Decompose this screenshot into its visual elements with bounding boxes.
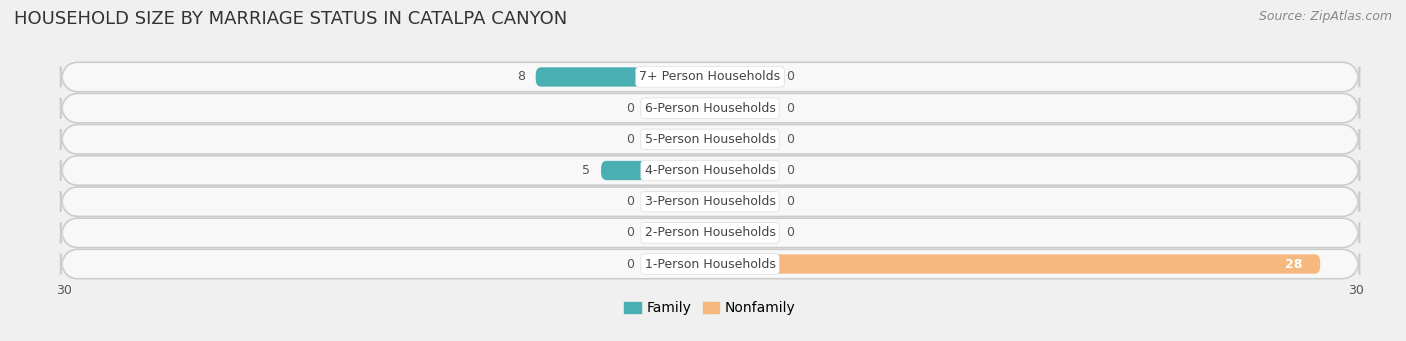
Text: 5: 5 [582, 164, 591, 177]
FancyBboxPatch shape [60, 249, 1360, 279]
FancyBboxPatch shape [644, 254, 710, 274]
Text: 0: 0 [786, 133, 794, 146]
Text: Source: ZipAtlas.com: Source: ZipAtlas.com [1258, 10, 1392, 23]
FancyBboxPatch shape [63, 94, 1357, 122]
FancyBboxPatch shape [60, 218, 1360, 248]
Text: 28: 28 [1285, 257, 1303, 270]
FancyBboxPatch shape [710, 254, 1320, 274]
Text: 0: 0 [626, 226, 634, 239]
FancyBboxPatch shape [536, 67, 710, 87]
Text: 2-Person Households: 2-Person Households [644, 226, 776, 239]
Text: 3-Person Households: 3-Person Households [644, 195, 776, 208]
Text: 1-Person Households: 1-Person Households [644, 257, 776, 270]
FancyBboxPatch shape [63, 219, 1357, 247]
FancyBboxPatch shape [60, 187, 1360, 216]
Legend: Family, Nonfamily: Family, Nonfamily [619, 296, 801, 321]
FancyBboxPatch shape [710, 161, 776, 180]
Text: 0: 0 [786, 71, 794, 84]
FancyBboxPatch shape [710, 192, 776, 211]
FancyBboxPatch shape [63, 188, 1357, 216]
Text: HOUSEHOLD SIZE BY MARRIAGE STATUS IN CATALPA CANYON: HOUSEHOLD SIZE BY MARRIAGE STATUS IN CAT… [14, 10, 567, 28]
FancyBboxPatch shape [710, 99, 776, 118]
FancyBboxPatch shape [60, 93, 1360, 123]
FancyBboxPatch shape [63, 250, 1357, 278]
FancyBboxPatch shape [710, 130, 776, 149]
FancyBboxPatch shape [644, 99, 710, 118]
Text: 0: 0 [626, 133, 634, 146]
Text: 30: 30 [56, 284, 72, 297]
Text: 0: 0 [786, 102, 794, 115]
FancyBboxPatch shape [60, 125, 1360, 154]
Text: 8: 8 [517, 71, 524, 84]
Text: 0: 0 [786, 195, 794, 208]
Text: 0: 0 [626, 195, 634, 208]
FancyBboxPatch shape [710, 67, 776, 87]
Text: 0: 0 [786, 226, 794, 239]
FancyBboxPatch shape [644, 192, 710, 211]
Text: 4-Person Households: 4-Person Households [644, 164, 776, 177]
FancyBboxPatch shape [63, 157, 1357, 184]
Text: 30: 30 [1348, 284, 1364, 297]
Text: 0: 0 [786, 164, 794, 177]
Text: 0: 0 [626, 102, 634, 115]
FancyBboxPatch shape [644, 130, 710, 149]
FancyBboxPatch shape [602, 161, 710, 180]
FancyBboxPatch shape [63, 63, 1357, 91]
Text: 6-Person Households: 6-Person Households [644, 102, 776, 115]
Text: 0: 0 [626, 257, 634, 270]
Text: 7+ Person Households: 7+ Person Households [640, 71, 780, 84]
FancyBboxPatch shape [644, 223, 710, 242]
Text: 5-Person Households: 5-Person Households [644, 133, 776, 146]
FancyBboxPatch shape [60, 62, 1360, 92]
FancyBboxPatch shape [710, 223, 776, 242]
FancyBboxPatch shape [63, 125, 1357, 153]
FancyBboxPatch shape [60, 156, 1360, 185]
